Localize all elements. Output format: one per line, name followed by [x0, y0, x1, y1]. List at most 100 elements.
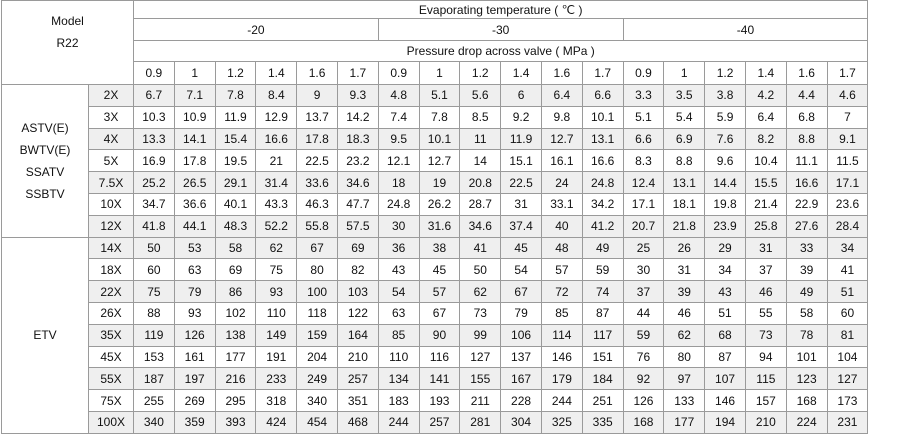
capacity: 82: [336, 258, 379, 282]
capacity: 41.8: [133, 214, 175, 238]
capacity: 249: [296, 367, 338, 391]
capacity: 90: [418, 323, 461, 347]
capacity: 10.1: [418, 127, 461, 151]
model-name: ETV: [33, 328, 57, 343]
data-row: 7.5X 25.2 26.5 29.1 31.4 33.6 34.6 18 19 20.8 22.5…: [2, 171, 869, 194]
capacity: 173: [826, 389, 869, 412]
capacity: 34: [826, 236, 869, 260]
capacity: 8.3: [622, 149, 665, 173]
capacity: 281: [459, 410, 502, 434]
pressure: 1.6: [785, 61, 828, 85]
capacity: 26.5: [173, 171, 216, 194]
size: 7.5X: [88, 171, 134, 194]
capacity: 119: [133, 323, 175, 347]
capacity: 6.4: [744, 105, 787, 129]
capacity: 92: [622, 367, 665, 391]
capacity: 146: [704, 389, 746, 412]
capacity: 11.1: [785, 149, 828, 173]
capacity: 49: [581, 236, 624, 260]
capacity: 22.9: [785, 192, 828, 216]
capacity: 26: [663, 236, 706, 260]
capacity: 3.8: [704, 84, 746, 107]
capacity: 30: [622, 258, 665, 282]
capacity: 14.1: [173, 127, 216, 151]
data-row: 35X 119 126 138 149 159 164 85 90 99 106 114 117 59 62…: [2, 323, 869, 347]
size: 2X: [88, 84, 134, 107]
capacity: 16.6: [255, 127, 298, 151]
capacity: 41: [459, 236, 502, 260]
capacity: 5.1: [622, 105, 665, 129]
capacity: 5.6: [459, 84, 502, 107]
capacity: 10.9: [173, 105, 216, 129]
capacity: 6.6: [581, 84, 624, 107]
capacity: 127: [826, 367, 869, 391]
capacity: 23.6: [826, 192, 869, 216]
capacity: 78: [785, 323, 828, 347]
refrigerant-label: R22: [56, 35, 79, 50]
capacity: 123: [785, 367, 828, 391]
capacity: 74: [581, 280, 624, 303]
capacity: 62: [255, 236, 298, 260]
capacity: 15.1: [500, 149, 542, 173]
capacity: 45: [500, 236, 542, 260]
capacity: 81: [826, 323, 869, 347]
capacity: 4.4: [785, 84, 828, 107]
capacity: 60: [133, 258, 175, 282]
capacity: 25: [622, 236, 665, 260]
capacity: 48: [540, 236, 583, 260]
capacity: 7.6: [704, 127, 746, 151]
capacity: 12.7: [540, 127, 583, 151]
capacity: 36: [377, 236, 420, 260]
capacity: 12.4: [622, 171, 665, 194]
capacity: 40.1: [214, 192, 257, 216]
capacity: 19.5: [214, 149, 257, 173]
capacity: 62: [459, 280, 502, 303]
capacity: 269: [173, 389, 216, 412]
size: 26X: [88, 301, 134, 325]
capacity: 17.8: [173, 149, 216, 173]
capacity: 67: [500, 280, 542, 303]
capacity: 85: [377, 323, 420, 347]
capacity: 19: [418, 171, 461, 194]
size: 22X: [88, 280, 134, 303]
capacity: 102: [214, 301, 257, 325]
data-table: Model R22 Evaporating temperature ( ℃ ) -2…: [1, 0, 869, 434]
capacity: 146: [540, 345, 583, 369]
capacity: 12.9: [255, 105, 298, 129]
capacity: 187: [133, 367, 175, 391]
capacity: 51: [704, 301, 746, 325]
pressure: 1.4: [500, 61, 542, 85]
pressure: 1.4: [744, 61, 787, 85]
capacity: 36.6: [173, 192, 216, 216]
capacity: 7.8: [418, 105, 461, 129]
header-row: 0.9 1 1.2 1.4 1.6 1.7 0.9 1 1.2 1.4 1.6 1.7 0.9 1 1.2 1…: [2, 61, 869, 85]
capacity: 79: [173, 280, 216, 303]
capacity: 4.2: [744, 84, 787, 107]
capacity: 88: [133, 301, 175, 325]
capacity: 67: [296, 236, 338, 260]
capacity: 184: [581, 367, 624, 391]
capacity: 177: [663, 410, 706, 434]
capacity: 231: [826, 410, 869, 434]
capacity: 37: [622, 280, 665, 303]
capacity: 44: [622, 301, 665, 325]
capacity: 33: [785, 236, 828, 260]
data-row: ETV 14X 50 53 58 62 67 69 36 38 41 45 48 49 25 26 29 31 33…: [1, 236, 869, 434]
capacity: 424: [255, 410, 298, 434]
capacity: 20.8: [459, 171, 502, 194]
capacity: 21.8: [663, 214, 706, 238]
capacity: 38: [418, 236, 461, 260]
capacity: 157: [744, 389, 787, 412]
capacity: 99: [459, 323, 502, 347]
capacity: 127: [459, 345, 502, 369]
size: 45X: [88, 345, 134, 369]
capacity: 8.4: [255, 84, 298, 107]
capacity: 15.4: [214, 127, 257, 151]
capacity: 34: [704, 258, 746, 282]
capacity: 29.1: [214, 171, 257, 194]
capacity: 34.7: [133, 192, 175, 216]
model-cell: Model R22: [1, 0, 134, 85]
capacity: 7.4: [377, 105, 420, 129]
capacity: 58: [214, 236, 257, 260]
capacity: 211: [459, 389, 502, 412]
